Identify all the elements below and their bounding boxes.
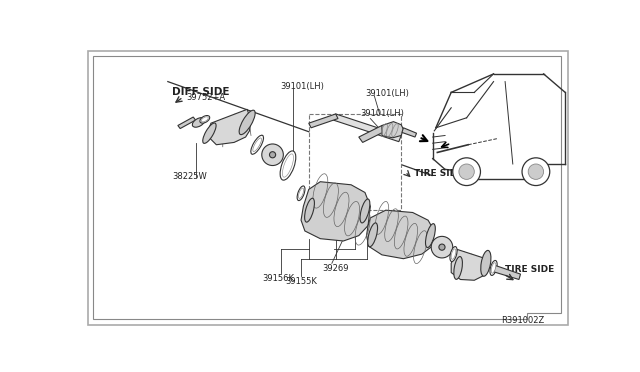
Text: R391002Z: R391002Z bbox=[501, 316, 545, 325]
Ellipse shape bbox=[203, 123, 216, 143]
Polygon shape bbox=[308, 114, 338, 128]
Ellipse shape bbox=[451, 249, 456, 259]
Circle shape bbox=[452, 158, 481, 186]
Ellipse shape bbox=[492, 263, 496, 273]
Ellipse shape bbox=[439, 244, 445, 250]
Ellipse shape bbox=[360, 199, 370, 223]
Ellipse shape bbox=[450, 247, 457, 262]
Polygon shape bbox=[178, 117, 196, 129]
Text: 39101(LH): 39101(LH) bbox=[280, 81, 324, 91]
Text: 39155K: 39155K bbox=[285, 277, 317, 286]
Ellipse shape bbox=[200, 116, 210, 123]
Text: 39156K: 39156K bbox=[262, 274, 294, 283]
Circle shape bbox=[528, 164, 543, 179]
Ellipse shape bbox=[202, 117, 208, 122]
Polygon shape bbox=[93, 56, 561, 319]
Ellipse shape bbox=[431, 236, 452, 258]
Text: 39752+A: 39752+A bbox=[382, 225, 421, 235]
Ellipse shape bbox=[280, 151, 296, 180]
Ellipse shape bbox=[269, 152, 276, 158]
Text: 39101(LH): 39101(LH) bbox=[365, 89, 409, 98]
Polygon shape bbox=[382, 122, 403, 138]
Ellipse shape bbox=[239, 110, 255, 135]
Text: TIRE SIDE: TIRE SIDE bbox=[505, 265, 554, 274]
Ellipse shape bbox=[251, 135, 264, 154]
Polygon shape bbox=[367, 210, 435, 259]
Polygon shape bbox=[359, 125, 386, 142]
Ellipse shape bbox=[454, 257, 463, 279]
Ellipse shape bbox=[426, 224, 435, 247]
Text: 39101(LH): 39101(LH) bbox=[360, 109, 404, 118]
Text: 38225W: 38225W bbox=[172, 172, 207, 181]
Bar bbox=[308, 114, 401, 210]
Text: DIFF SIDE: DIFF SIDE bbox=[172, 87, 230, 97]
Ellipse shape bbox=[193, 118, 205, 127]
Text: TIRE SIDE: TIRE SIDE bbox=[414, 170, 463, 179]
Text: 39269: 39269 bbox=[322, 264, 348, 273]
Polygon shape bbox=[209, 109, 251, 145]
Circle shape bbox=[459, 164, 474, 179]
Ellipse shape bbox=[282, 154, 294, 177]
Polygon shape bbox=[333, 114, 401, 142]
Ellipse shape bbox=[262, 144, 284, 166]
Circle shape bbox=[522, 158, 550, 186]
Ellipse shape bbox=[253, 138, 262, 151]
Polygon shape bbox=[402, 128, 417, 137]
Ellipse shape bbox=[305, 198, 314, 222]
Ellipse shape bbox=[481, 250, 491, 276]
Polygon shape bbox=[493, 266, 520, 279]
Polygon shape bbox=[301, 182, 371, 241]
Ellipse shape bbox=[297, 186, 305, 201]
Ellipse shape bbox=[490, 260, 497, 275]
Polygon shape bbox=[451, 250, 488, 280]
Text: 39752+A: 39752+A bbox=[186, 93, 225, 102]
Ellipse shape bbox=[368, 223, 378, 247]
Ellipse shape bbox=[298, 188, 303, 198]
